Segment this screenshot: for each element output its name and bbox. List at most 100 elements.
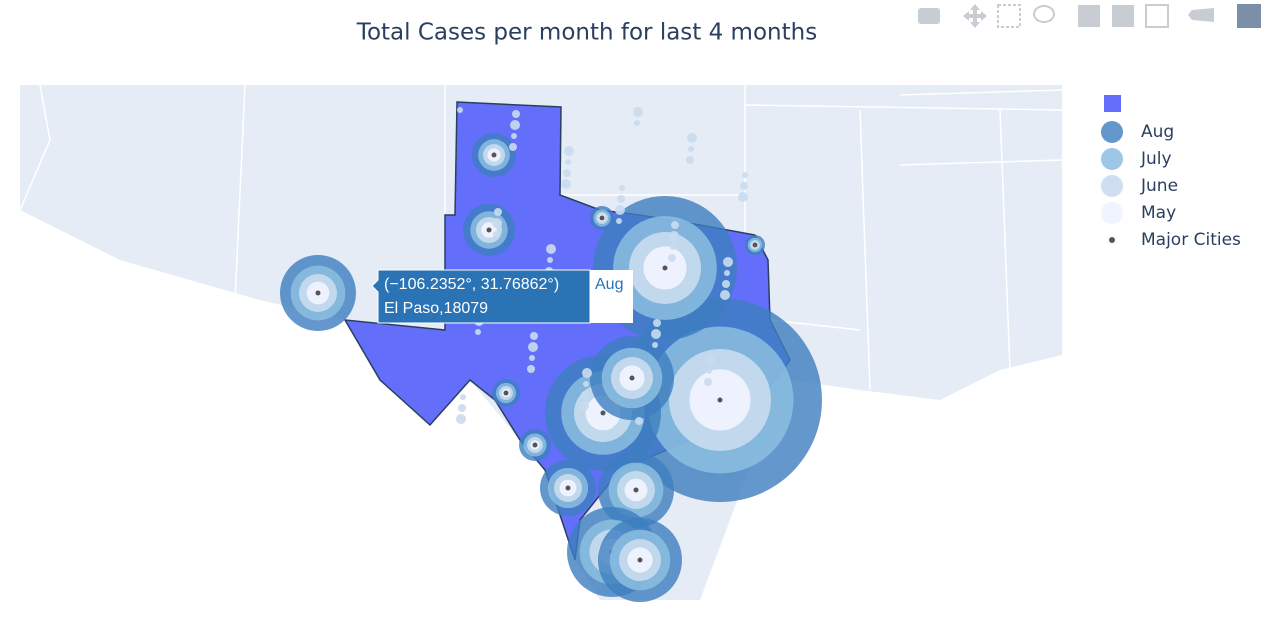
box-select-button[interactable] — [997, 4, 1021, 28]
small-bubble — [669, 231, 679, 241]
city-dot — [491, 152, 497, 158]
zoom-out-button[interactable] — [1112, 5, 1134, 27]
city-dot — [637, 557, 643, 563]
tooltip: (−106.2352°, 31.76862°) El Paso,18079 Au… — [371, 269, 633, 324]
city-dot — [599, 215, 605, 221]
small-bubble — [687, 133, 697, 143]
legend-marker — [1101, 121, 1123, 143]
small-bubble — [740, 182, 748, 190]
tooltip-series-box — [590, 270, 633, 323]
city-dot — [752, 242, 758, 248]
small-bubble — [671, 221, 679, 229]
legend-label: Major Cities — [1141, 230, 1241, 250]
small-bubble — [564, 146, 574, 156]
small-bubble — [583, 381, 589, 387]
small-bubble — [456, 414, 466, 424]
small-bubble — [565, 159, 571, 165]
small-bubble — [633, 107, 643, 117]
legend-marker — [1109, 237, 1115, 243]
small-bubble — [723, 257, 733, 267]
city-dot — [662, 265, 668, 271]
state-lines — [19, 84, 1063, 391]
small-bubble — [686, 156, 694, 164]
city-dot — [486, 227, 492, 233]
city-dot — [503, 390, 509, 396]
small-bubble — [634, 120, 640, 126]
bubbles — [280, 107, 822, 602]
legend-label: Aug — [1141, 122, 1174, 142]
reset-button[interactable] — [1145, 4, 1169, 28]
title: Total Cases per month for last 4 months — [356, 20, 817, 46]
small-bubble — [527, 365, 535, 373]
small-bubble — [512, 110, 520, 118]
tooltip-series: Aug — [595, 276, 623, 293]
small-bubble — [668, 254, 676, 262]
small-bubble — [457, 107, 463, 113]
small-bubble — [581, 391, 589, 399]
small-bubble — [619, 185, 625, 191]
city-dot — [600, 410, 606, 416]
small-bubble — [547, 257, 553, 263]
small-bubble — [509, 143, 517, 151]
tooltip-coords: (−106.2352°, 31.76862°) — [384, 276, 559, 293]
ocean — [20, 210, 600, 600]
small-bubble — [688, 146, 694, 152]
small-bubble — [705, 355, 715, 365]
plotly-logo[interactable] — [1237, 4, 1261, 28]
small-bubble — [510, 120, 520, 130]
small-bubble — [670, 244, 676, 250]
legend-label: May — [1141, 203, 1176, 223]
city-dot — [633, 487, 639, 493]
small-bubble — [738, 192, 748, 202]
city-dot — [717, 397, 723, 403]
small-bubble — [704, 378, 712, 386]
city-dot — [565, 485, 571, 491]
small-bubble — [742, 172, 748, 178]
legend: Aug July June May Major Cities — [1101, 95, 1241, 250]
legend-marker — [1101, 175, 1123, 197]
map — [19, 84, 1063, 602]
legend-swatch — [1104, 95, 1121, 112]
small-bubble — [511, 133, 517, 139]
small-bubble — [722, 280, 730, 288]
tooltip-text: El Paso,18079 — [384, 300, 488, 317]
small-bubble — [617, 195, 625, 203]
small-bubble — [652, 342, 658, 348]
small-bubble — [724, 270, 730, 276]
city-dot — [532, 442, 538, 448]
small-bubble — [529, 355, 535, 361]
city-dot — [629, 375, 635, 381]
small-bubble — [493, 231, 499, 237]
small-bubble — [579, 401, 589, 411]
lasso-button[interactable] — [1033, 5, 1055, 23]
legend-marker — [1101, 202, 1123, 224]
pan-button[interactable] — [963, 4, 987, 28]
small-bubble — [460, 394, 466, 400]
small-bubble — [492, 218, 502, 228]
legend-label: July — [1140, 149, 1172, 169]
city-dot — [315, 290, 321, 296]
small-bubble — [635, 417, 643, 425]
toolbar — [918, 4, 1261, 28]
small-bubble — [475, 329, 481, 335]
small-bubble — [458, 404, 466, 412]
small-bubble — [720, 290, 730, 300]
camera-button[interactable] — [918, 8, 940, 24]
small-bubble — [528, 342, 538, 352]
small-bubble — [530, 332, 538, 340]
small-bubble — [563, 169, 571, 177]
small-bubble — [616, 218, 622, 224]
small-bubble — [494, 208, 502, 216]
small-bubble — [653, 319, 661, 327]
small-bubble — [706, 368, 712, 374]
small-bubble — [651, 329, 661, 339]
zoom-in-button[interactable] — [1078, 5, 1100, 27]
hover-button[interactable] — [1188, 8, 1214, 22]
small-bubble — [582, 368, 592, 378]
small-bubble — [546, 244, 556, 254]
legend-marker — [1101, 148, 1123, 170]
legend-label: June — [1140, 176, 1178, 196]
small-bubble — [561, 179, 571, 189]
small-bubble — [615, 205, 625, 215]
